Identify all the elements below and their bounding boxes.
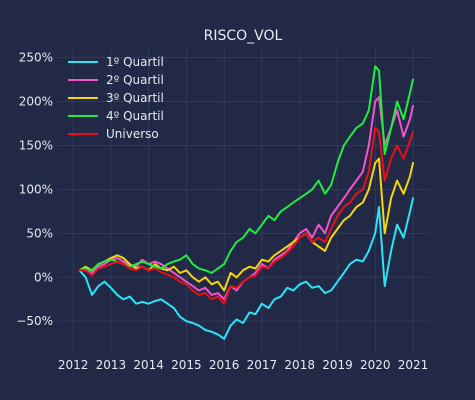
legend-label: Universo [106,127,159,141]
series-line-3 [78,157,414,292]
x-tick-label: 2015 [171,358,202,372]
series-line-5 [78,126,414,305]
x-tick-label: 2013 [96,358,127,372]
x-tick-label: 2017 [247,358,278,372]
y-tick-label: 150% [19,138,53,152]
x-tick-label: 2014 [133,358,164,372]
x-tick-label: 2021 [398,358,429,372]
series-line-4 [78,65,414,274]
series-layer [78,65,414,340]
legend-label: 1º Quartil [106,55,164,69]
x-tick-label: 2020 [360,358,391,372]
y-tick-label: 250% [19,51,53,65]
y-tick-label: 0% [34,270,53,284]
x-tick-label: 2016 [209,358,240,372]
y-tick-label: 50% [26,226,53,240]
legend-label: 4º Quartil [106,109,164,123]
y-tick-label: 100% [19,182,53,196]
legend-label: 3º Quartil [106,91,164,105]
axis-layer: −50% 0% 50% 100% 150% 200% 250% 2012 2013 2014 201… [16,51,428,372]
x-tick-label: 2018 [284,358,315,372]
series-line-1 [78,197,414,340]
x-tick-label: 2012 [58,358,89,372]
chart-title: RISCO_VOL [204,28,283,44]
legend: 1º Quartil 2º Quartil 3º Quartil 4º Quartil… [68,55,164,141]
y-tick-label: 200% [19,94,53,108]
y-tick-label: −50% [16,314,53,328]
legend-label: 2º Quartil [106,73,164,87]
x-tick-label: 2019 [322,358,353,372]
